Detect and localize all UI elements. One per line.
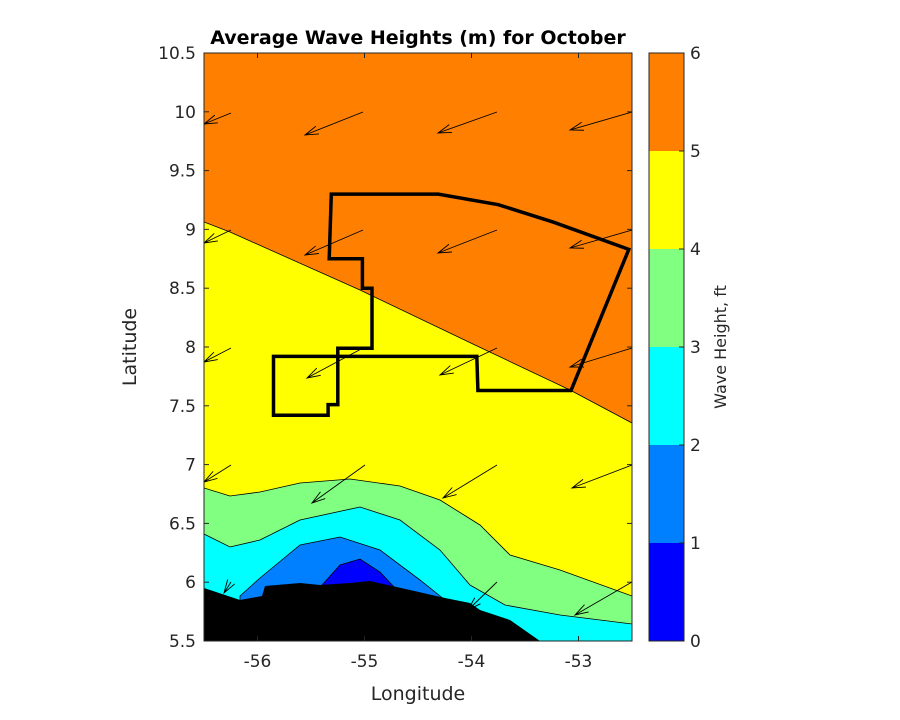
wind-arrow <box>223 579 235 595</box>
colorbar-label: Wave Height, ft <box>711 285 730 409</box>
wind-arrow <box>204 347 232 363</box>
wind-arrow <box>303 229 364 256</box>
y-tick-label: 9 <box>185 220 196 240</box>
wind-arrow <box>310 464 366 504</box>
colorbar-segment <box>649 53 684 151</box>
wind-arrow <box>436 229 498 254</box>
colorbar: 0 1 2 3 4 5 6 <box>648 44 701 652</box>
y-tick-label: 5.5 <box>169 632 196 652</box>
x-tick-label: -53 <box>565 652 593 672</box>
contour-fill <box>204 53 632 641</box>
y-tick-label: 6.5 <box>169 514 196 534</box>
colorbar-tick-label: 4 <box>690 240 701 260</box>
land-mask <box>204 581 540 641</box>
wind-arrow <box>436 111 498 134</box>
colorbar-tick-label: 1 <box>690 534 701 554</box>
y-tick-label: 9.5 <box>169 162 196 182</box>
x-axis-label: Longitude <box>371 683 466 705</box>
axis-ticks: -56 -55 -54 -53 5.5 6 6.5 7 7.5 8 8.5 9 9.5 10 10.5 <box>158 44 632 672</box>
x-tick-label: -56 <box>244 652 272 672</box>
wind-arrow <box>570 464 632 489</box>
wind-arrow <box>303 111 364 136</box>
y-tick-label: 8 <box>185 338 196 358</box>
y-tick-label: 8.5 <box>169 279 196 299</box>
colorbar-segment <box>649 151 684 249</box>
wind-arrow <box>441 464 498 499</box>
wind-arrows <box>204 111 632 616</box>
wind-arrow <box>204 112 232 125</box>
chart-title: Average Wave Heights (m) for October <box>210 27 626 49</box>
y-tick-label: 10 <box>174 103 196 123</box>
colorbar-segment <box>649 445 684 543</box>
colorbar-tick-label: 0 <box>690 632 701 652</box>
colorbar-segment <box>649 347 684 445</box>
colorbar-tick-label: 2 <box>690 436 701 456</box>
colorbar-tick-label: 3 <box>690 338 701 358</box>
wind-arrow <box>204 464 232 483</box>
wind-arrow <box>466 581 498 612</box>
x-tick-label: -54 <box>458 652 486 672</box>
y-tick-label: 6 <box>185 573 196 593</box>
boundary-polygon <box>271 192 632 417</box>
y-tick-label: 7.5 <box>169 397 196 417</box>
wind-arrow <box>305 347 364 379</box>
colorbar-segment <box>649 249 684 347</box>
colorbar-segment <box>649 543 684 641</box>
wind-arrow <box>568 111 632 131</box>
y-axis-label: Latitude <box>119 308 141 386</box>
y-tick-label: 7 <box>185 456 196 476</box>
wind-arrow <box>438 347 498 376</box>
y-tick-label: 10.5 <box>158 44 196 64</box>
x-tick-label: -55 <box>351 652 379 672</box>
colorbar-tick-label: 5 <box>690 142 701 162</box>
wind-arrow <box>573 581 632 616</box>
wind-arrow <box>204 229 232 244</box>
colorbar-tick-label: 6 <box>690 44 701 64</box>
